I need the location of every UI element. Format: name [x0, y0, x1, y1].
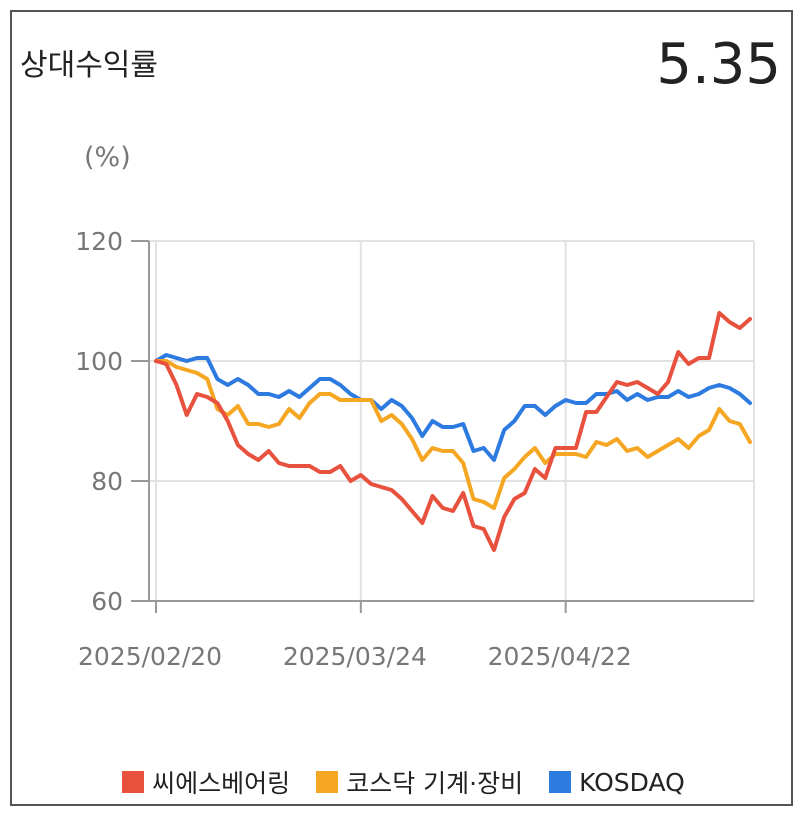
legend-swatch: [316, 771, 339, 793]
line-chart: 60 80 100 120 2025/02/20 2025/03/24 2025/04/22: [75, 227, 755, 671]
legend: 씨에스베어링 코스닥 기계·장비 KOSDAQ: [12, 764, 795, 800]
series-line-cs-bearing: [154, 311, 752, 552]
x-tick-label: 2025/03/24: [283, 642, 427, 671]
x-tick-label: 2025/04/22: [488, 642, 632, 671]
legend-label: 코스닥 기계·장비: [346, 769, 524, 798]
axis-layer: [131, 240, 754, 613]
y-tick-label: 100: [75, 347, 123, 376]
legend-item[interactable]: 씨에스베어링: [122, 764, 290, 800]
series-line-kosdaq: [154, 353, 752, 462]
grid-layer: [149, 240, 755, 602]
chart-card: 상대수익률 5.35 (%) 60 80 100 120 2025/02/20 2025/…: [10, 10, 793, 806]
legend-swatch: [549, 771, 572, 793]
legend-item[interactable]: KOSDAQ: [549, 764, 685, 800]
y-tick-label: 120: [75, 227, 123, 256]
legend-swatch: [122, 771, 145, 793]
x-tick-label: 2025/02/20: [78, 642, 222, 671]
chart-title: 상대수익률: [20, 48, 158, 83]
y-tick-label: 60: [91, 587, 123, 616]
series-line-kosdaq-machinery: [154, 359, 752, 510]
legend-item[interactable]: 코스닥 기계·장비: [316, 764, 523, 800]
headline-value: 5.35: [656, 32, 781, 97]
legend-label: KOSDAQ: [579, 767, 685, 797]
y-unit-label: (%): [84, 142, 131, 173]
series-layer: [154, 311, 752, 552]
tick-label-layer: 60 80 100 120 2025/02/20 2025/03/24 2025/04/22: [75, 227, 631, 671]
y-tick-label: 80: [91, 467, 123, 496]
legend-label: 씨에스베어링: [152, 769, 291, 798]
